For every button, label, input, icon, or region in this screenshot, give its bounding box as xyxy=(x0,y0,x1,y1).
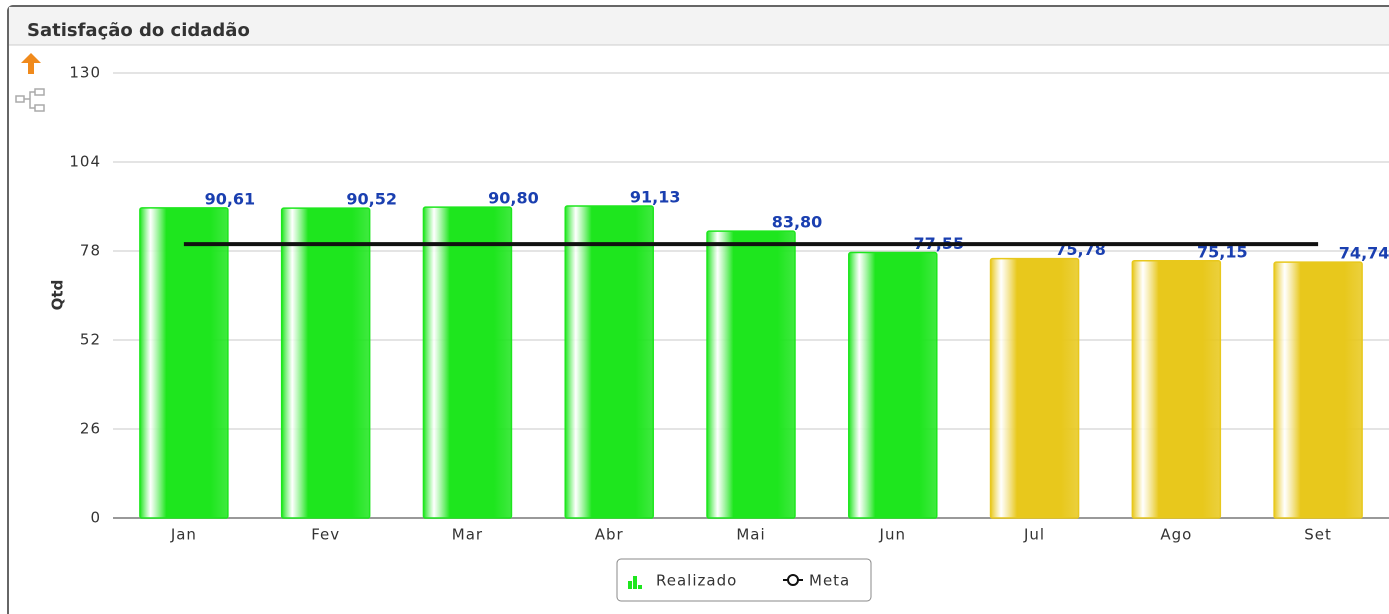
legend-label: Meta xyxy=(809,572,850,590)
legend-label: Realizado xyxy=(656,572,737,590)
legend-swatch xyxy=(787,574,799,586)
x-tick-label: Mai xyxy=(736,526,765,544)
bar xyxy=(422,206,513,519)
plot: 0 26 52 78 104 130 Jan Fev Mar Abr Mai Jun Jul Ago Set… xyxy=(69,64,1389,544)
up-arrow-icon[interactable] xyxy=(21,53,41,74)
x-tick-label: Jul xyxy=(1023,526,1045,544)
y-tick-label: 130 xyxy=(69,64,101,82)
y-axis-label: Qtd xyxy=(49,280,67,311)
bar xyxy=(139,207,229,519)
legend: Realizado Meta xyxy=(628,572,850,590)
chart-title: Satisfação do cidadão xyxy=(27,20,250,41)
bar xyxy=(1273,261,1363,519)
arrow-shape[interactable] xyxy=(21,53,41,74)
panel-header xyxy=(9,7,1389,45)
bar xyxy=(1131,260,1222,519)
x-tick-label: Jan xyxy=(170,526,197,544)
icon-link[interactable] xyxy=(24,91,35,109)
data-label: 75,15 xyxy=(1197,242,1248,261)
y-tick-label: 26 xyxy=(80,420,101,438)
x-tick-label: Mar xyxy=(452,526,483,544)
y-tick-label: 0 xyxy=(90,509,101,527)
data-label: 91,13 xyxy=(630,188,681,207)
y-tick-label: 78 xyxy=(80,242,101,260)
bar xyxy=(989,257,1080,519)
x-tick-label: Set xyxy=(1304,526,1332,544)
legend-swatch xyxy=(633,576,637,589)
x-tick-label: Ago xyxy=(1160,526,1192,544)
data-label: 90,80 xyxy=(488,189,539,208)
data-label: 83,80 xyxy=(772,213,823,232)
bar xyxy=(848,251,938,519)
bar xyxy=(706,230,796,519)
legend-swatch xyxy=(628,581,632,589)
x-tick-label: Abr xyxy=(595,526,624,544)
y-tick-label: 104 xyxy=(69,153,101,171)
data-label: 74,74 xyxy=(1339,244,1389,263)
data-label: 90,61 xyxy=(205,189,256,208)
x-tick-label: Fev xyxy=(311,526,340,544)
x-tick-label: Jun xyxy=(879,526,906,544)
y-tick-label: 52 xyxy=(80,331,101,349)
legend-box xyxy=(616,558,872,602)
data-label: 90,52 xyxy=(346,190,397,209)
legend-swatch xyxy=(638,585,642,589)
bar xyxy=(280,207,371,519)
hierarchy-icon[interactable] xyxy=(15,88,45,112)
bar xyxy=(564,205,654,519)
